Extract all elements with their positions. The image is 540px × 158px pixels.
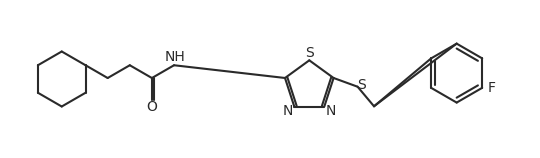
Text: N: N <box>282 104 293 118</box>
Text: F: F <box>488 81 496 95</box>
Text: O: O <box>146 100 157 114</box>
Text: NH: NH <box>165 50 185 64</box>
Text: N: N <box>326 104 336 118</box>
Text: S: S <box>357 78 366 92</box>
Text: S: S <box>305 46 314 61</box>
